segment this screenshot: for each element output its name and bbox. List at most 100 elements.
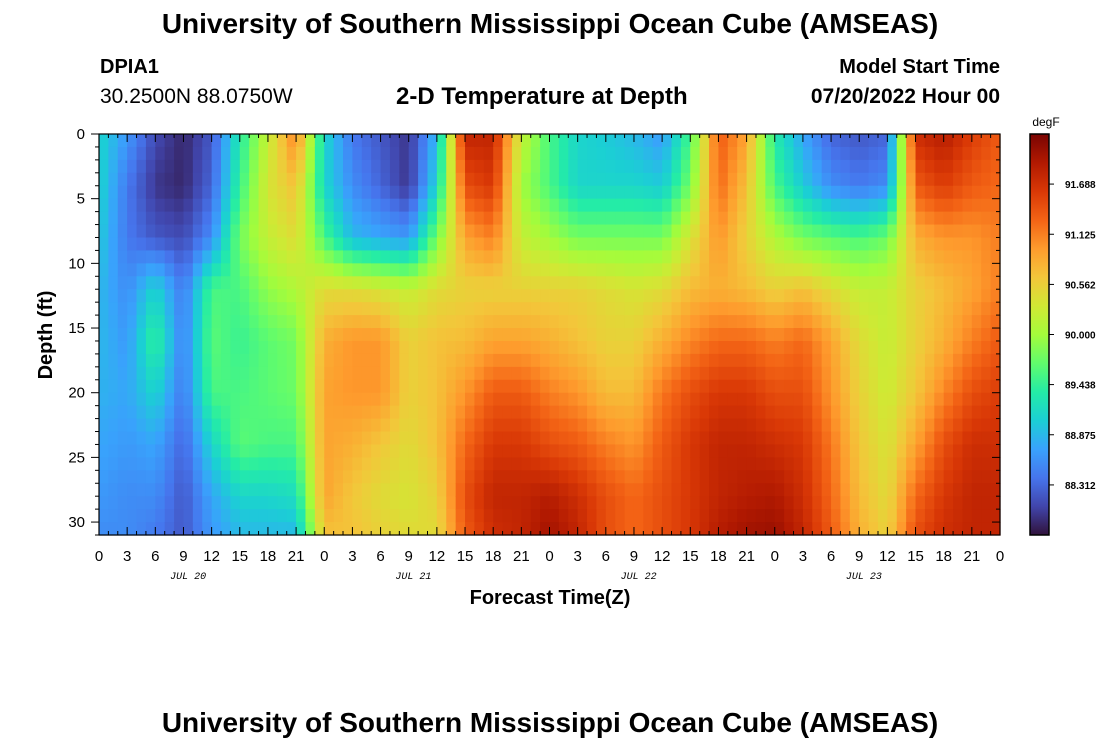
heatmap-cell xyxy=(774,315,785,329)
heatmap-cell xyxy=(821,418,832,433)
heatmap-cell xyxy=(117,302,128,316)
heatmap-cell xyxy=(840,522,851,536)
heatmap-cell xyxy=(436,522,447,536)
heatmap-cell xyxy=(643,379,654,394)
heatmap-cell xyxy=(568,522,579,536)
heatmap-cell xyxy=(596,211,607,226)
heatmap-cell xyxy=(465,211,476,226)
heatmap-cell xyxy=(399,211,410,226)
heatmap-cell xyxy=(371,392,382,407)
heatmap-cell xyxy=(117,185,128,200)
heatmap-cell xyxy=(511,379,522,394)
heatmap-cell xyxy=(981,483,992,497)
heatmap-cell xyxy=(483,405,494,420)
heatmap-cell xyxy=(493,392,504,407)
heatmap-cell xyxy=(568,211,579,226)
heatmap-cell xyxy=(615,172,626,187)
heatmap-cell xyxy=(305,211,316,226)
heatmap-cell xyxy=(540,237,551,252)
heatmap-cell xyxy=(924,353,935,368)
heatmap-cell xyxy=(633,392,644,407)
heatmap-cell xyxy=(446,146,457,161)
heatmap-cell xyxy=(765,289,776,303)
heatmap-cell xyxy=(389,250,400,264)
heatmap-cell xyxy=(793,224,804,239)
heatmap-cell xyxy=(389,289,400,303)
heatmap-cell xyxy=(765,457,776,471)
heatmap-cell xyxy=(380,509,391,523)
heatmap-cell xyxy=(418,470,429,484)
heatmap-cell xyxy=(117,483,128,497)
heatmap-cell xyxy=(155,328,166,342)
heatmap-cell xyxy=(324,483,335,497)
heatmap-cell xyxy=(493,237,504,252)
heatmap-cell xyxy=(746,431,757,446)
heatmap-cell xyxy=(577,263,588,277)
heatmap-cell xyxy=(418,172,429,187)
heatmap-cell xyxy=(502,302,513,316)
heatmap-cell xyxy=(652,483,663,497)
heatmap-cell xyxy=(155,172,166,187)
heatmap-cell xyxy=(127,483,138,497)
heatmap-cell xyxy=(605,198,616,213)
heatmap-cell xyxy=(849,276,860,290)
heatmap-cell xyxy=(587,405,598,420)
heatmap-cell xyxy=(981,405,992,420)
heatmap-cell xyxy=(399,340,410,355)
heatmap-cell xyxy=(624,276,635,290)
heatmap-cell xyxy=(127,392,138,407)
heatmap-cell xyxy=(558,250,569,264)
heatmap-cell xyxy=(624,431,635,446)
heatmap-cell xyxy=(671,366,682,381)
heatmap-cell xyxy=(934,224,945,239)
heatmap-cell xyxy=(680,159,691,174)
heatmap-cell xyxy=(849,172,860,187)
heatmap-cell xyxy=(258,457,269,471)
heatmap-cell xyxy=(915,302,926,316)
heatmap-cell xyxy=(277,263,288,277)
heatmap-cell xyxy=(483,353,494,368)
heatmap-cell xyxy=(427,250,438,264)
heatmap-cell xyxy=(296,392,307,407)
heatmap-cell xyxy=(343,211,354,226)
x-tick-labels: 0 3 6 9 12 15 18 21 0 3 6 9 12 15 18 21 0 3 6 9 12 15 18 21 0 3 6 9… xyxy=(95,548,1004,565)
heatmap-cell xyxy=(343,496,354,510)
heatmap-cell xyxy=(502,172,513,187)
heatmap-cell xyxy=(221,431,231,446)
heatmap-cell xyxy=(962,366,973,381)
heatmap-cell xyxy=(643,224,654,239)
heatmap-cell xyxy=(859,418,870,433)
heatmap-cell xyxy=(436,328,447,342)
heatmap-cell xyxy=(812,250,823,264)
heatmap-cell xyxy=(474,431,485,446)
heatmap-cell xyxy=(737,198,748,213)
heatmap-cell xyxy=(821,237,832,252)
heatmap-cell xyxy=(211,470,222,484)
heatmap-cell xyxy=(296,405,307,420)
heatmap-cell xyxy=(990,276,1001,290)
heatmap-cell xyxy=(981,522,992,536)
heatmap-cell xyxy=(906,522,917,536)
heatmap-cell xyxy=(540,263,551,277)
heatmap-cell xyxy=(474,263,485,277)
heatmap-cell xyxy=(924,431,935,446)
heatmap-cell xyxy=(343,237,354,252)
heatmap-cell xyxy=(558,457,569,471)
heatmap-cell xyxy=(962,418,973,433)
heatmap-cell xyxy=(587,302,598,316)
heatmap-cell xyxy=(455,392,466,407)
heatmap-cell xyxy=(953,289,964,303)
heatmap-cell xyxy=(99,418,109,433)
heatmap-cell xyxy=(99,159,109,174)
heatmap-cell xyxy=(530,302,541,316)
heatmap-cell xyxy=(155,405,166,420)
heatmap-cell xyxy=(568,496,579,510)
heatmap-cell xyxy=(145,172,156,187)
heatmap-cell xyxy=(361,457,372,471)
heatmap-cell xyxy=(737,302,748,316)
heatmap-cell xyxy=(896,185,907,200)
heatmap-cell xyxy=(174,276,185,290)
heatmap-cell xyxy=(953,522,964,536)
heatmap-cell xyxy=(718,315,729,329)
heatmap-cell xyxy=(324,211,335,226)
